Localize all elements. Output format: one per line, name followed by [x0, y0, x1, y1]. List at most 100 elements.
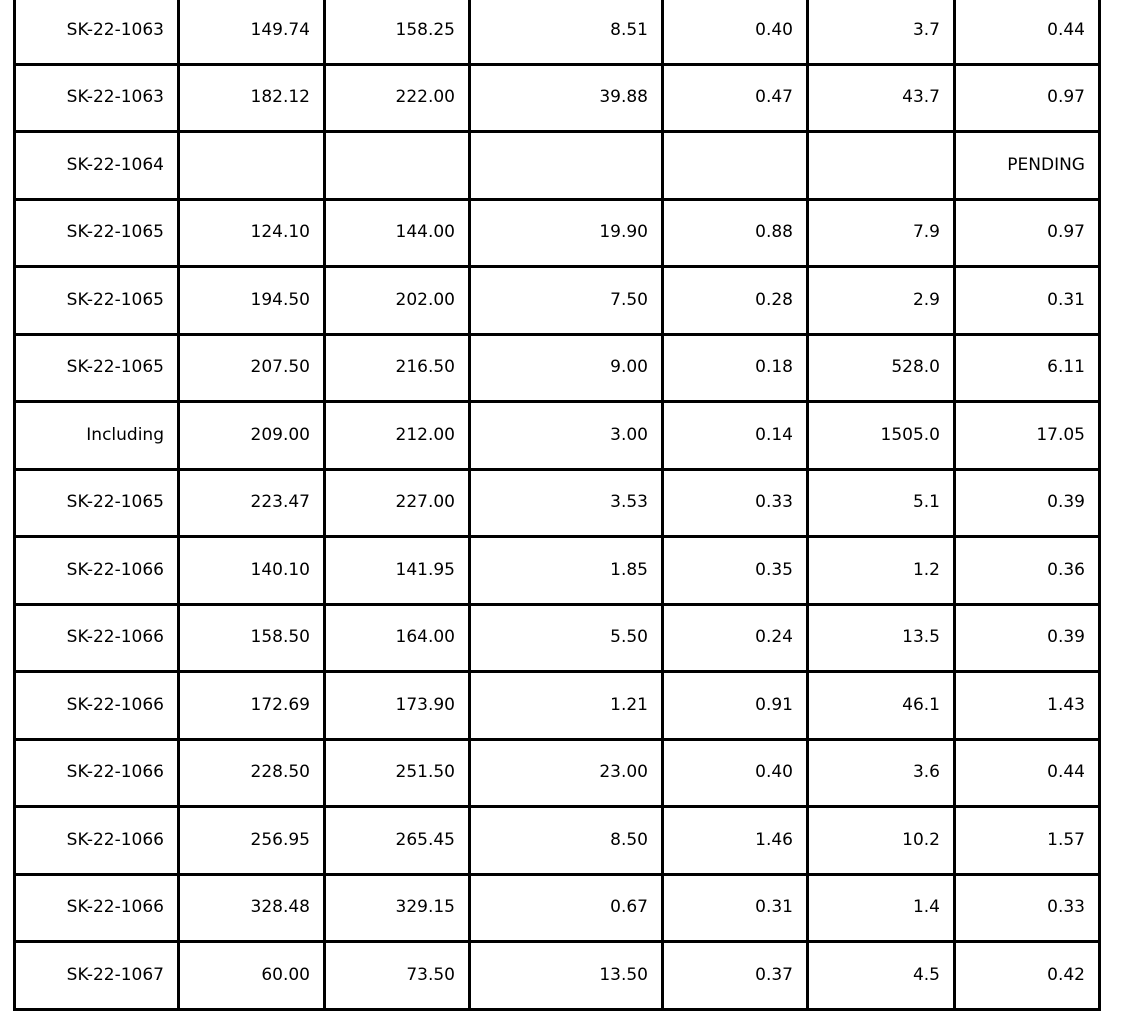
- table-row: SK-22-1066 328.48 329.15 0.67 0.31 1.4 0.33: [13, 872, 1101, 943]
- table-row: Including 209.00 212.00 3.00 0.14 1505.0 17.05: [13, 400, 1101, 471]
- table-cell: 43.7: [806, 62, 956, 133]
- table-cell: 164.00: [323, 602, 471, 673]
- table-cell: 2.9: [806, 265, 956, 336]
- table-cell: SK-22-1063: [13, 62, 180, 133]
- table-cell: 329.15: [323, 872, 471, 943]
- table-cell: 1.57: [953, 805, 1101, 876]
- table-cell: 13.50: [468, 940, 664, 1011]
- table-cell: 0.35: [661, 535, 809, 606]
- table-cell: 6.11: [953, 332, 1101, 403]
- table-row: SK-22-1067 60.00 73.50 13.50 0.37 4.5 0.42: [13, 940, 1101, 1011]
- table-cell: 0.28: [661, 265, 809, 336]
- table-cell: 1.46: [661, 805, 809, 876]
- table-cell: 216.50: [323, 332, 471, 403]
- table-cell: 173.90: [323, 670, 471, 741]
- table-cell: 158.25: [323, 0, 471, 66]
- table-cell: 0.36: [953, 535, 1101, 606]
- table-cell: 140.10: [177, 535, 326, 606]
- table-cell: 3.00: [468, 400, 664, 471]
- table-cell: [661, 130, 809, 201]
- table-row: SK-22-1066 158.50 164.00 5.50 0.24 13.5 0.39: [13, 602, 1101, 673]
- table-cell: 265.45: [323, 805, 471, 876]
- table-cell: 8.50: [468, 805, 664, 876]
- table-cell: 0.44: [953, 737, 1101, 808]
- table-cell: SK-22-1065: [13, 197, 180, 268]
- table-cell: 73.50: [323, 940, 471, 1011]
- table-cell: 0.97: [953, 197, 1101, 268]
- table-cell: 0.37: [661, 940, 809, 1011]
- table-cell: 328.48: [177, 872, 326, 943]
- table-cell: 0.40: [661, 737, 809, 808]
- table-cell: 0.31: [661, 872, 809, 943]
- table-cell: 182.12: [177, 62, 326, 133]
- table-cell: 0.67: [468, 872, 664, 943]
- table-cell: SK-22-1065: [13, 467, 180, 538]
- drill-results-table: SK-22-1063 149.74 158.25 8.51 0.40 3.7 0.44 SK-…: [13, 0, 1101, 1011]
- table-cell: SK-22-1066: [13, 805, 180, 876]
- table-cell: [177, 130, 326, 201]
- table-cell: 17.05: [953, 400, 1101, 471]
- table-cell: 1.21: [468, 670, 664, 741]
- table-cell: 0.33: [953, 872, 1101, 943]
- table-cell: 8.51: [468, 0, 664, 66]
- table-cell: 5.50: [468, 602, 664, 673]
- table-row: SK-22-1063 182.12 222.00 39.88 0.47 43.7 0.97: [13, 62, 1101, 133]
- table-cell: 3.6: [806, 737, 956, 808]
- table-cell: SK-22-1066: [13, 670, 180, 741]
- table-cell: 0.47: [661, 62, 809, 133]
- table-cell: 0.31: [953, 265, 1101, 336]
- table-cell: 0.44: [953, 0, 1101, 66]
- table-cell: 10.2: [806, 805, 956, 876]
- table-cell: 0.39: [953, 602, 1101, 673]
- table-cell: 9.00: [468, 332, 664, 403]
- table-cell: 194.50: [177, 265, 326, 336]
- table-cell: 60.00: [177, 940, 326, 1011]
- table-cell: 223.47: [177, 467, 326, 538]
- table-row: SK-22-1063 149.74 158.25 8.51 0.40 3.7 0.44: [13, 0, 1101, 66]
- table-cell: 141.95: [323, 535, 471, 606]
- table-row: SK-22-1066 256.95 265.45 8.50 1.46 10.2 1.57: [13, 805, 1101, 876]
- table-cell: 158.50: [177, 602, 326, 673]
- table-cell: 1505.0: [806, 400, 956, 471]
- table-cell: 0.24: [661, 602, 809, 673]
- table-cell: SK-22-1066: [13, 535, 180, 606]
- table-cell: [468, 130, 664, 201]
- table-row: SK-22-1065 223.47 227.00 3.53 0.33 5.1 0.39: [13, 467, 1101, 538]
- table-cell: 228.50: [177, 737, 326, 808]
- table-cell: 13.5: [806, 602, 956, 673]
- table-cell: 0.40: [661, 0, 809, 66]
- table-cell: 7.50: [468, 265, 664, 336]
- table-cell: 0.97: [953, 62, 1101, 133]
- table-cell: SK-22-1064: [13, 130, 180, 201]
- table-cell: 144.00: [323, 197, 471, 268]
- table-cell: 251.50: [323, 737, 471, 808]
- table-cell: SK-22-1066: [13, 602, 180, 673]
- table-cell: 0.91: [661, 670, 809, 741]
- table-cell: 0.18: [661, 332, 809, 403]
- table-cell: [323, 130, 471, 201]
- table-cell: 0.39: [953, 467, 1101, 538]
- table-row: SK-22-1065 207.50 216.50 9.00 0.18 528.0 6.11: [13, 332, 1101, 403]
- table-row: SK-22-1066 228.50 251.50 23.00 0.40 3.6 0.44: [13, 737, 1101, 808]
- table-cell: Including: [13, 400, 180, 471]
- table-cell: 3.53: [468, 467, 664, 538]
- table-cell: SK-22-1066: [13, 872, 180, 943]
- table-cell: 1.43: [953, 670, 1101, 741]
- table-cell: SK-22-1067: [13, 940, 180, 1011]
- table-cell: 5.1: [806, 467, 956, 538]
- table-cell: 212.00: [323, 400, 471, 471]
- table-cell: 46.1: [806, 670, 956, 741]
- table-cell: 7.9: [806, 197, 956, 268]
- table-row: SK-22-1066 140.10 141.95 1.85 0.35 1.2 0.36: [13, 535, 1101, 606]
- table-cell: PENDING: [953, 130, 1101, 201]
- table-row: SK-22-1065 194.50 202.00 7.50 0.28 2.9 0.31: [13, 265, 1101, 336]
- table-cell: 209.00: [177, 400, 326, 471]
- table-cell: SK-22-1066: [13, 737, 180, 808]
- table-cell: SK-22-1063: [13, 0, 180, 66]
- table-cell: 149.74: [177, 0, 326, 66]
- table-cell: 0.42: [953, 940, 1101, 1011]
- table-cell: 23.00: [468, 737, 664, 808]
- table-cell: 4.5: [806, 940, 956, 1011]
- table-row: SK-22-1064 PENDING: [13, 130, 1101, 201]
- table-cell: 0.14: [661, 400, 809, 471]
